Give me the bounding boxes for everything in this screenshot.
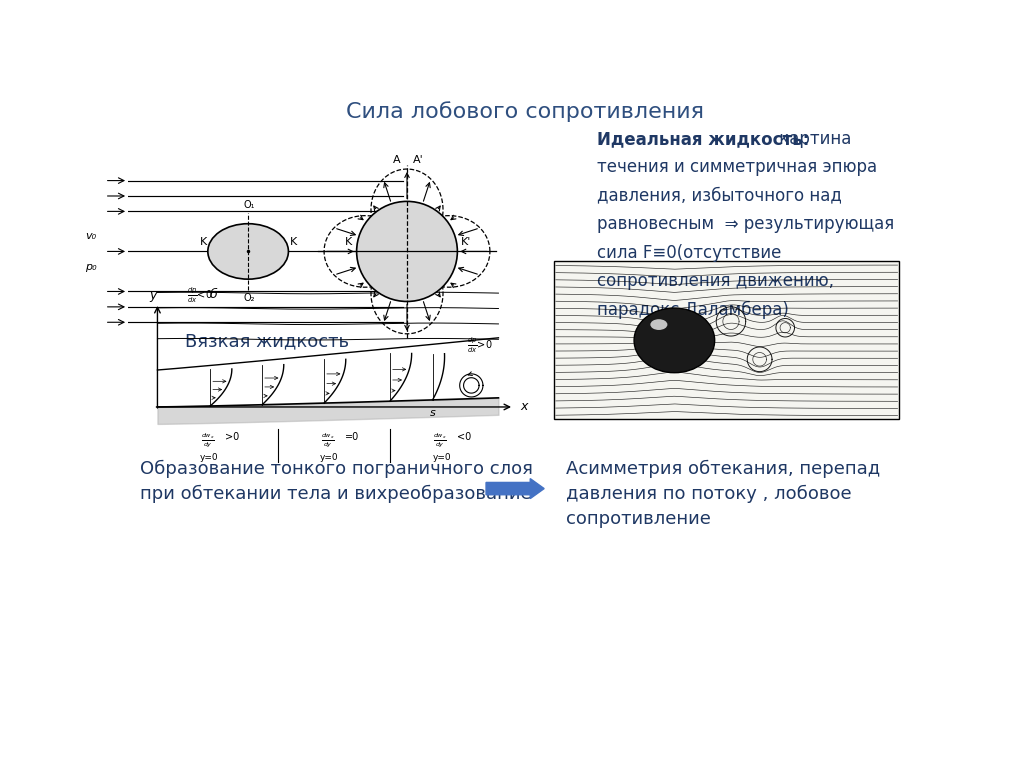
Text: s: s — [430, 408, 435, 418]
Text: $\frac{dp}{dx}$>0: $\frac{dp}{dx}$>0 — [467, 335, 493, 354]
Text: Вязкая жидкость: Вязкая жидкость — [185, 332, 349, 351]
Text: $\frac{dw_x}{dy}$: $\frac{dw_x}{dy}$ — [433, 432, 447, 450]
Text: K: K — [344, 236, 351, 246]
Text: $\frac{dp}{dx}$<0: $\frac{dp}{dx}$<0 — [187, 285, 213, 305]
Text: K: K — [290, 236, 297, 246]
Bar — [554, 262, 899, 420]
Text: <0: <0 — [458, 432, 472, 442]
Text: M': M' — [263, 239, 274, 249]
Text: O₂: O₂ — [243, 293, 255, 303]
Text: M: M — [224, 239, 233, 249]
Text: p₀: p₀ — [85, 262, 97, 272]
Text: Идеальная жидкость:: Идеальная жидкость: — [597, 130, 809, 148]
Text: y: y — [150, 289, 157, 302]
Text: A': A' — [414, 155, 424, 165]
Text: y=0: y=0 — [321, 453, 339, 463]
Text: давления, избыточного над: давления, избыточного над — [597, 186, 842, 205]
Text: равновесным  ⇒ результирующая: равновесным ⇒ результирующая — [597, 216, 894, 233]
Text: Образование тонкого пограничного слоя
при обтекании тела и вихреобразование: Образование тонкого пограничного слоя пр… — [139, 459, 532, 503]
Text: $\frac{dw_x}{dy}$: $\frac{dw_x}{dy}$ — [321, 432, 335, 450]
Text: =0: =0 — [345, 432, 359, 442]
Text: Сила лобового сопротивления: Сила лобового сопротивления — [346, 101, 703, 122]
Text: K': K' — [461, 236, 471, 246]
Text: течения и симметричная эпюра: течения и симметричная эпюра — [597, 158, 877, 176]
Text: >0: >0 — [225, 432, 240, 442]
Ellipse shape — [208, 224, 289, 279]
Text: A: A — [393, 155, 400, 165]
Text: б: б — [209, 288, 217, 301]
Circle shape — [356, 202, 458, 301]
Text: $\frac{dw_x}{dy}$: $\frac{dw_x}{dy}$ — [201, 432, 215, 450]
FancyArrow shape — [486, 479, 544, 499]
Text: картина: картина — [773, 130, 851, 148]
Ellipse shape — [650, 319, 668, 330]
Text: v₀: v₀ — [85, 231, 96, 241]
Text: сопротивления движению,: сопротивления движению, — [597, 272, 834, 290]
Text: сила F≡0(отсутствие: сила F≡0(отсутствие — [597, 244, 781, 262]
Text: x: x — [520, 400, 527, 413]
Text: Асимметрия обтекания, перепад
давления по потоку , лобовое
сопротивление: Асимметрия обтекания, перепад давления п… — [566, 459, 880, 528]
Text: r: r — [246, 235, 250, 245]
Text: K: K — [200, 236, 207, 246]
Ellipse shape — [634, 308, 715, 373]
Text: парадокс Даламбера): парадокс Даламбера) — [597, 301, 788, 319]
Text: y=0: y=0 — [432, 453, 452, 463]
Text: y=0: y=0 — [200, 453, 219, 463]
Text: O₁: O₁ — [243, 200, 255, 210]
